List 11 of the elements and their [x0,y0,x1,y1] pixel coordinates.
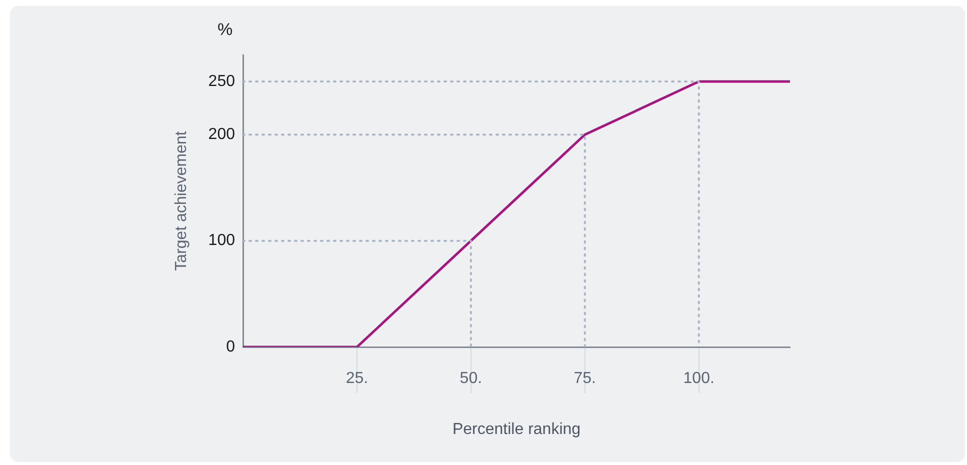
x-tick-label: 75. [574,370,596,388]
x-tick-label: 100. [683,370,714,388]
x-tick-label: 25. [346,370,368,388]
y-tick-label: 100 [208,232,236,250]
y-tick-label: 0 [226,338,236,356]
y-axis-title: Target achievement [173,130,190,271]
y-tick-label: 250 [208,72,236,90]
y-tick-label: 200 [208,126,236,144]
x-tick-label: 50. [460,370,482,388]
x-axis-title: Percentile ranking [452,420,581,438]
text: % [217,20,233,40]
